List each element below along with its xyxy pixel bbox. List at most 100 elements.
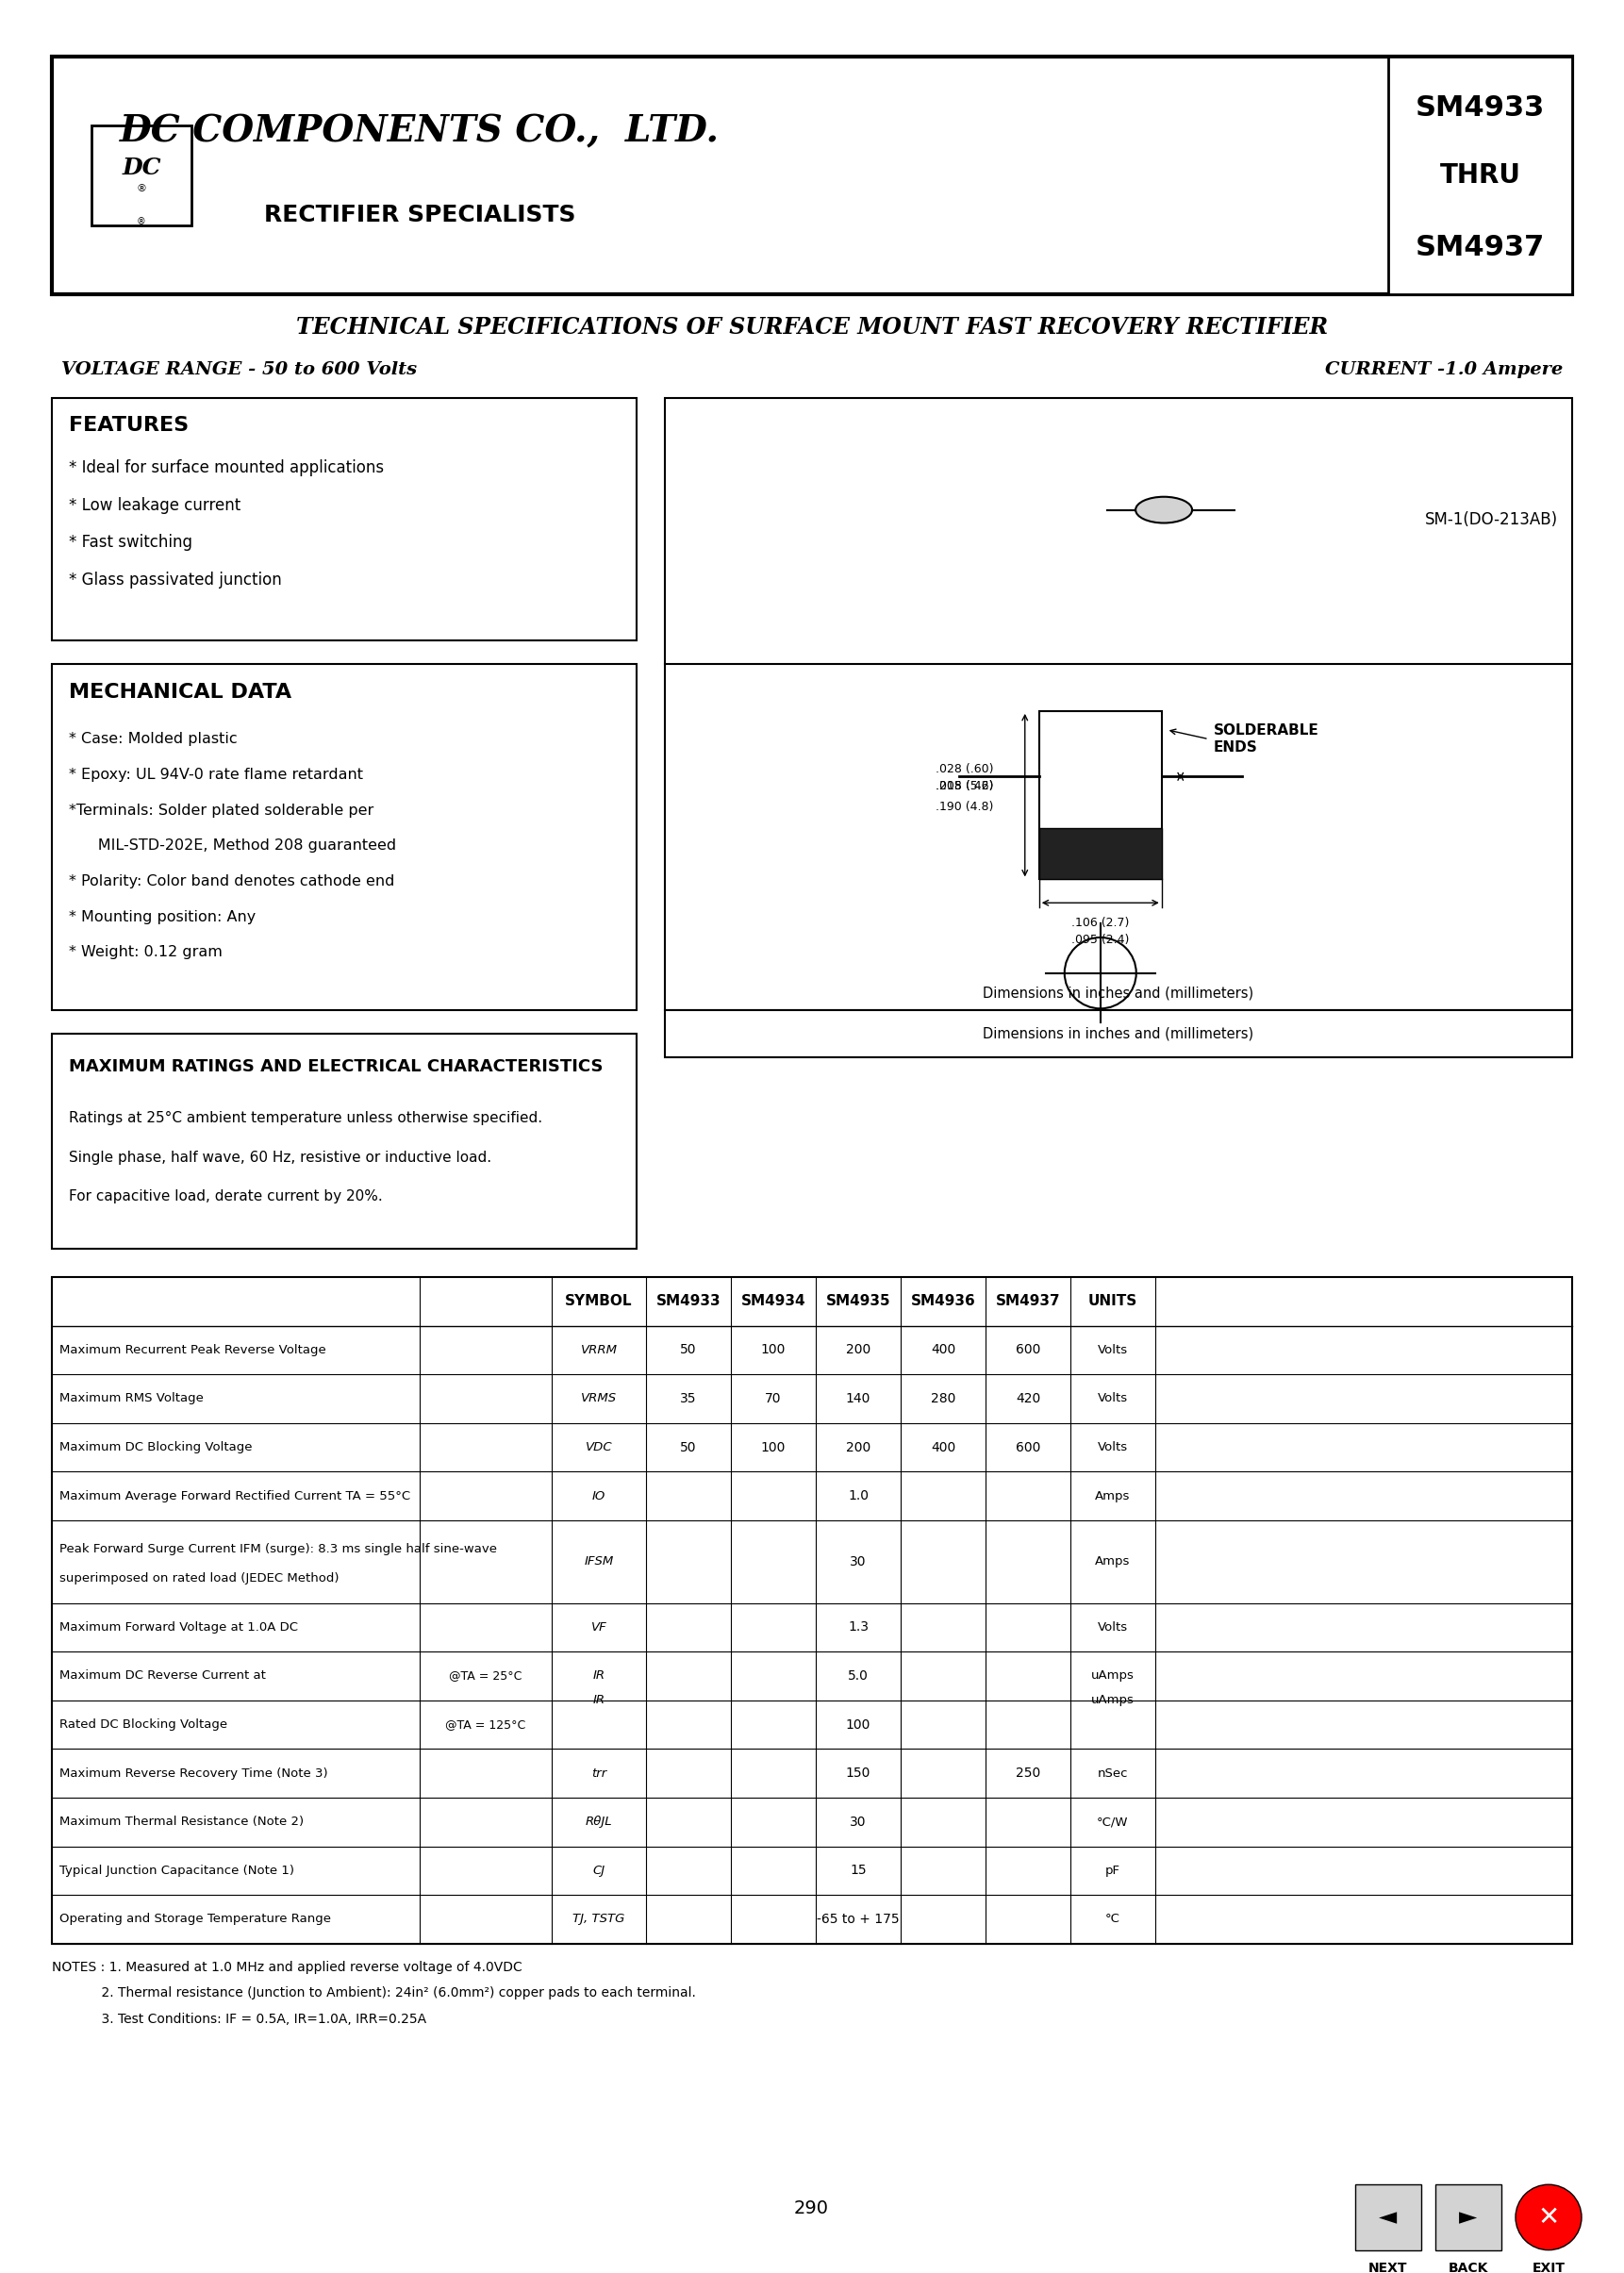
Text: SM4936: SM4936	[911, 1293, 976, 1309]
Text: pF: pF	[1106, 1864, 1121, 1877]
Text: MAXIMUM RATINGS AND ELECTRICAL CHARACTERISTICS: MAXIMUM RATINGS AND ELECTRICAL CHARACTER…	[68, 1057, 603, 1075]
Text: 200: 200	[846, 1343, 870, 1357]
Text: .018 (.46): .018 (.46)	[935, 780, 994, 791]
Text: Maximum DC Reverse Current at: Maximum DC Reverse Current at	[60, 1671, 266, 1682]
Text: * Case: Molded plastic: * Case: Molded plastic	[68, 732, 237, 746]
Text: MECHANICAL DATA: MECHANICAL DATA	[68, 682, 292, 702]
Text: trr: trr	[591, 1766, 606, 1780]
Text: 250: 250	[1015, 1766, 1041, 1780]
Text: 30: 30	[849, 1816, 867, 1827]
Text: @TA = 125°C: @TA = 125°C	[445, 1718, 526, 1730]
Circle shape	[1515, 2184, 1582, 2250]
Text: CURRENT -1.0 Ampere: CURRENT -1.0 Ampere	[1325, 361, 1562, 377]
Text: ◄: ◄	[1379, 2207, 1397, 2228]
Text: Dimensions in inches and (millimeters): Dimensions in inches and (millimeters)	[983, 1027, 1254, 1041]
Text: SM4934: SM4934	[741, 1293, 806, 1309]
Text: IR: IR	[593, 1693, 606, 1707]
Text: 5.0: 5.0	[848, 1668, 869, 1682]
Text: Peak Forward Surge Current IFM (surge): 8.3 ms single half sine-wave: Peak Forward Surge Current IFM (surge): …	[60, 1543, 497, 1555]
Text: For capacitive load, derate current by 20%.: For capacitive load, derate current by 2…	[68, 1189, 383, 1205]
Ellipse shape	[1135, 498, 1192, 523]
Bar	[1039, 827, 1161, 880]
Text: NOTES : 1. Measured at 1.0 MHz and applied reverse voltage of 4.0VDC: NOTES : 1. Measured at 1.0 MHz and appli…	[52, 1959, 523, 1973]
Text: .106 (2.7): .106 (2.7)	[1072, 916, 1129, 930]
Bar	[52, 57, 1572, 295]
Text: Maximum Recurrent Peak Reverse Voltage: Maximum Recurrent Peak Reverse Voltage	[60, 1343, 326, 1357]
Text: TJ, TSTG: TJ, TSTG	[573, 1914, 625, 1925]
Text: THRU: THRU	[1440, 164, 1520, 189]
Text: VOLTAGE RANGE - 50 to 600 Volts: VOLTAGE RANGE - 50 to 600 Volts	[62, 361, 417, 377]
Text: Maximum RMS Voltage: Maximum RMS Voltage	[60, 1393, 203, 1405]
Text: 70: 70	[765, 1391, 781, 1405]
Text: 600: 600	[1015, 1343, 1041, 1357]
Text: uAmps: uAmps	[1091, 1693, 1135, 1707]
Text: °C/W: °C/W	[1098, 1816, 1129, 1827]
Text: Volts: Volts	[1098, 1343, 1129, 1357]
Text: Dimensions in inches and (millimeters): Dimensions in inches and (millimeters)	[983, 986, 1254, 1000]
Text: 30: 30	[849, 1555, 867, 1568]
Text: 100: 100	[762, 1343, 786, 1357]
Text: SM4933: SM4933	[656, 1293, 721, 1309]
Text: ®: ®	[136, 184, 146, 193]
Text: SM4937: SM4937	[1416, 234, 1544, 261]
Text: FEATURES: FEATURES	[68, 416, 188, 434]
Text: Maximum Forward Voltage at 1.0A DC: Maximum Forward Voltage at 1.0A DC	[60, 1621, 299, 1634]
Text: 1.3: 1.3	[848, 1621, 869, 1634]
Text: * Fast switching: * Fast switching	[68, 534, 192, 550]
Text: MIL-STD-202E, Method 208 guaranteed: MIL-STD-202E, Method 208 guaranteed	[68, 839, 396, 852]
Text: 35: 35	[680, 1391, 697, 1405]
Text: Ratings at 25°C ambient temperature unless otherwise specified.: Ratings at 25°C ambient temperature unle…	[68, 1111, 542, 1125]
Text: °C: °C	[1106, 1914, 1121, 1925]
Text: uAmps: uAmps	[1091, 1671, 1135, 1682]
Text: IFSM: IFSM	[585, 1555, 614, 1568]
Text: IR: IR	[593, 1671, 606, 1682]
Text: TECHNICAL SPECIFICATIONS OF SURFACE MOUNT FAST RECOVERY RECTIFIER: TECHNICAL SPECIFICATIONS OF SURFACE MOUN…	[296, 316, 1328, 339]
Text: .028 (.60): .028 (.60)	[935, 764, 994, 775]
Text: Maximum Reverse Recovery Time (Note 3): Maximum Reverse Recovery Time (Note 3)	[60, 1766, 328, 1780]
Text: SM4937: SM4937	[996, 1293, 1060, 1309]
Text: -65 to + 175: -65 to + 175	[817, 1912, 900, 1925]
Text: IO: IO	[593, 1489, 606, 1502]
Text: *Terminals: Solder plated solderable per: *Terminals: Solder plated solderable per	[68, 802, 374, 818]
Text: 50: 50	[680, 1343, 697, 1357]
Text: * Low leakage current: * Low leakage current	[68, 498, 240, 514]
Text: 420: 420	[1015, 1391, 1041, 1405]
Bar	[52, 664, 637, 1011]
Text: * Polarity: Color band denotes cathode end: * Polarity: Color band denotes cathode e…	[68, 875, 395, 889]
Text: 50: 50	[680, 1441, 697, 1455]
Bar	[1436, 2184, 1502, 2250]
Text: UNITS: UNITS	[1088, 1293, 1137, 1309]
Text: 100: 100	[762, 1441, 786, 1455]
Text: superimposed on rated load (JEDEC Method): superimposed on rated load (JEDEC Method…	[60, 1573, 339, 1584]
Text: Rated DC Blocking Voltage: Rated DC Blocking Voltage	[60, 1718, 227, 1730]
Text: VDC: VDC	[585, 1441, 612, 1452]
Text: 400: 400	[931, 1343, 955, 1357]
Text: VRRM: VRRM	[580, 1343, 617, 1357]
Text: SYMBOL: SYMBOL	[565, 1293, 633, 1309]
Text: VF: VF	[591, 1621, 607, 1634]
Text: .095 (2.4): .095 (2.4)	[1072, 934, 1129, 946]
Text: 290: 290	[794, 2198, 828, 2216]
Text: 600: 600	[1015, 1441, 1041, 1455]
Text: ►: ►	[1460, 2207, 1478, 2228]
Text: 3. Test Conditions: IF = 0.5A, IR=1.0A, IRR=0.25A: 3. Test Conditions: IF = 0.5A, IR=1.0A, …	[52, 2014, 427, 2025]
Bar	[52, 1034, 637, 1248]
Text: 15: 15	[849, 1864, 867, 1877]
Text: Volts: Volts	[1098, 1621, 1129, 1634]
Text: 150: 150	[846, 1766, 870, 1780]
Text: * Glass passivated junction: * Glass passivated junction	[68, 571, 281, 589]
Text: 200: 200	[846, 1441, 870, 1455]
Text: Amps: Amps	[1095, 1555, 1130, 1568]
Text: .190 (4.8): .190 (4.8)	[935, 800, 994, 811]
Text: Maximum DC Blocking Voltage: Maximum DC Blocking Voltage	[60, 1441, 252, 1452]
Text: 140: 140	[846, 1391, 870, 1405]
Text: NEXT: NEXT	[1369, 2262, 1408, 2273]
Text: RECTIFIER SPECIALISTS: RECTIFIER SPECIALISTS	[263, 205, 575, 227]
Text: 1.0: 1.0	[848, 1489, 869, 1502]
Text: DC: DC	[122, 157, 161, 180]
Text: SM4935: SM4935	[827, 1293, 890, 1309]
Text: Single phase, half wave, 60 Hz, resistive or inductive load.: Single phase, half wave, 60 Hz, resistiv…	[68, 1150, 492, 1164]
Text: ®: ®	[136, 218, 146, 227]
Text: * Mounting position: Any: * Mounting position: Any	[68, 909, 257, 923]
Text: @TA = 25°C: @TA = 25°C	[450, 1671, 523, 1682]
